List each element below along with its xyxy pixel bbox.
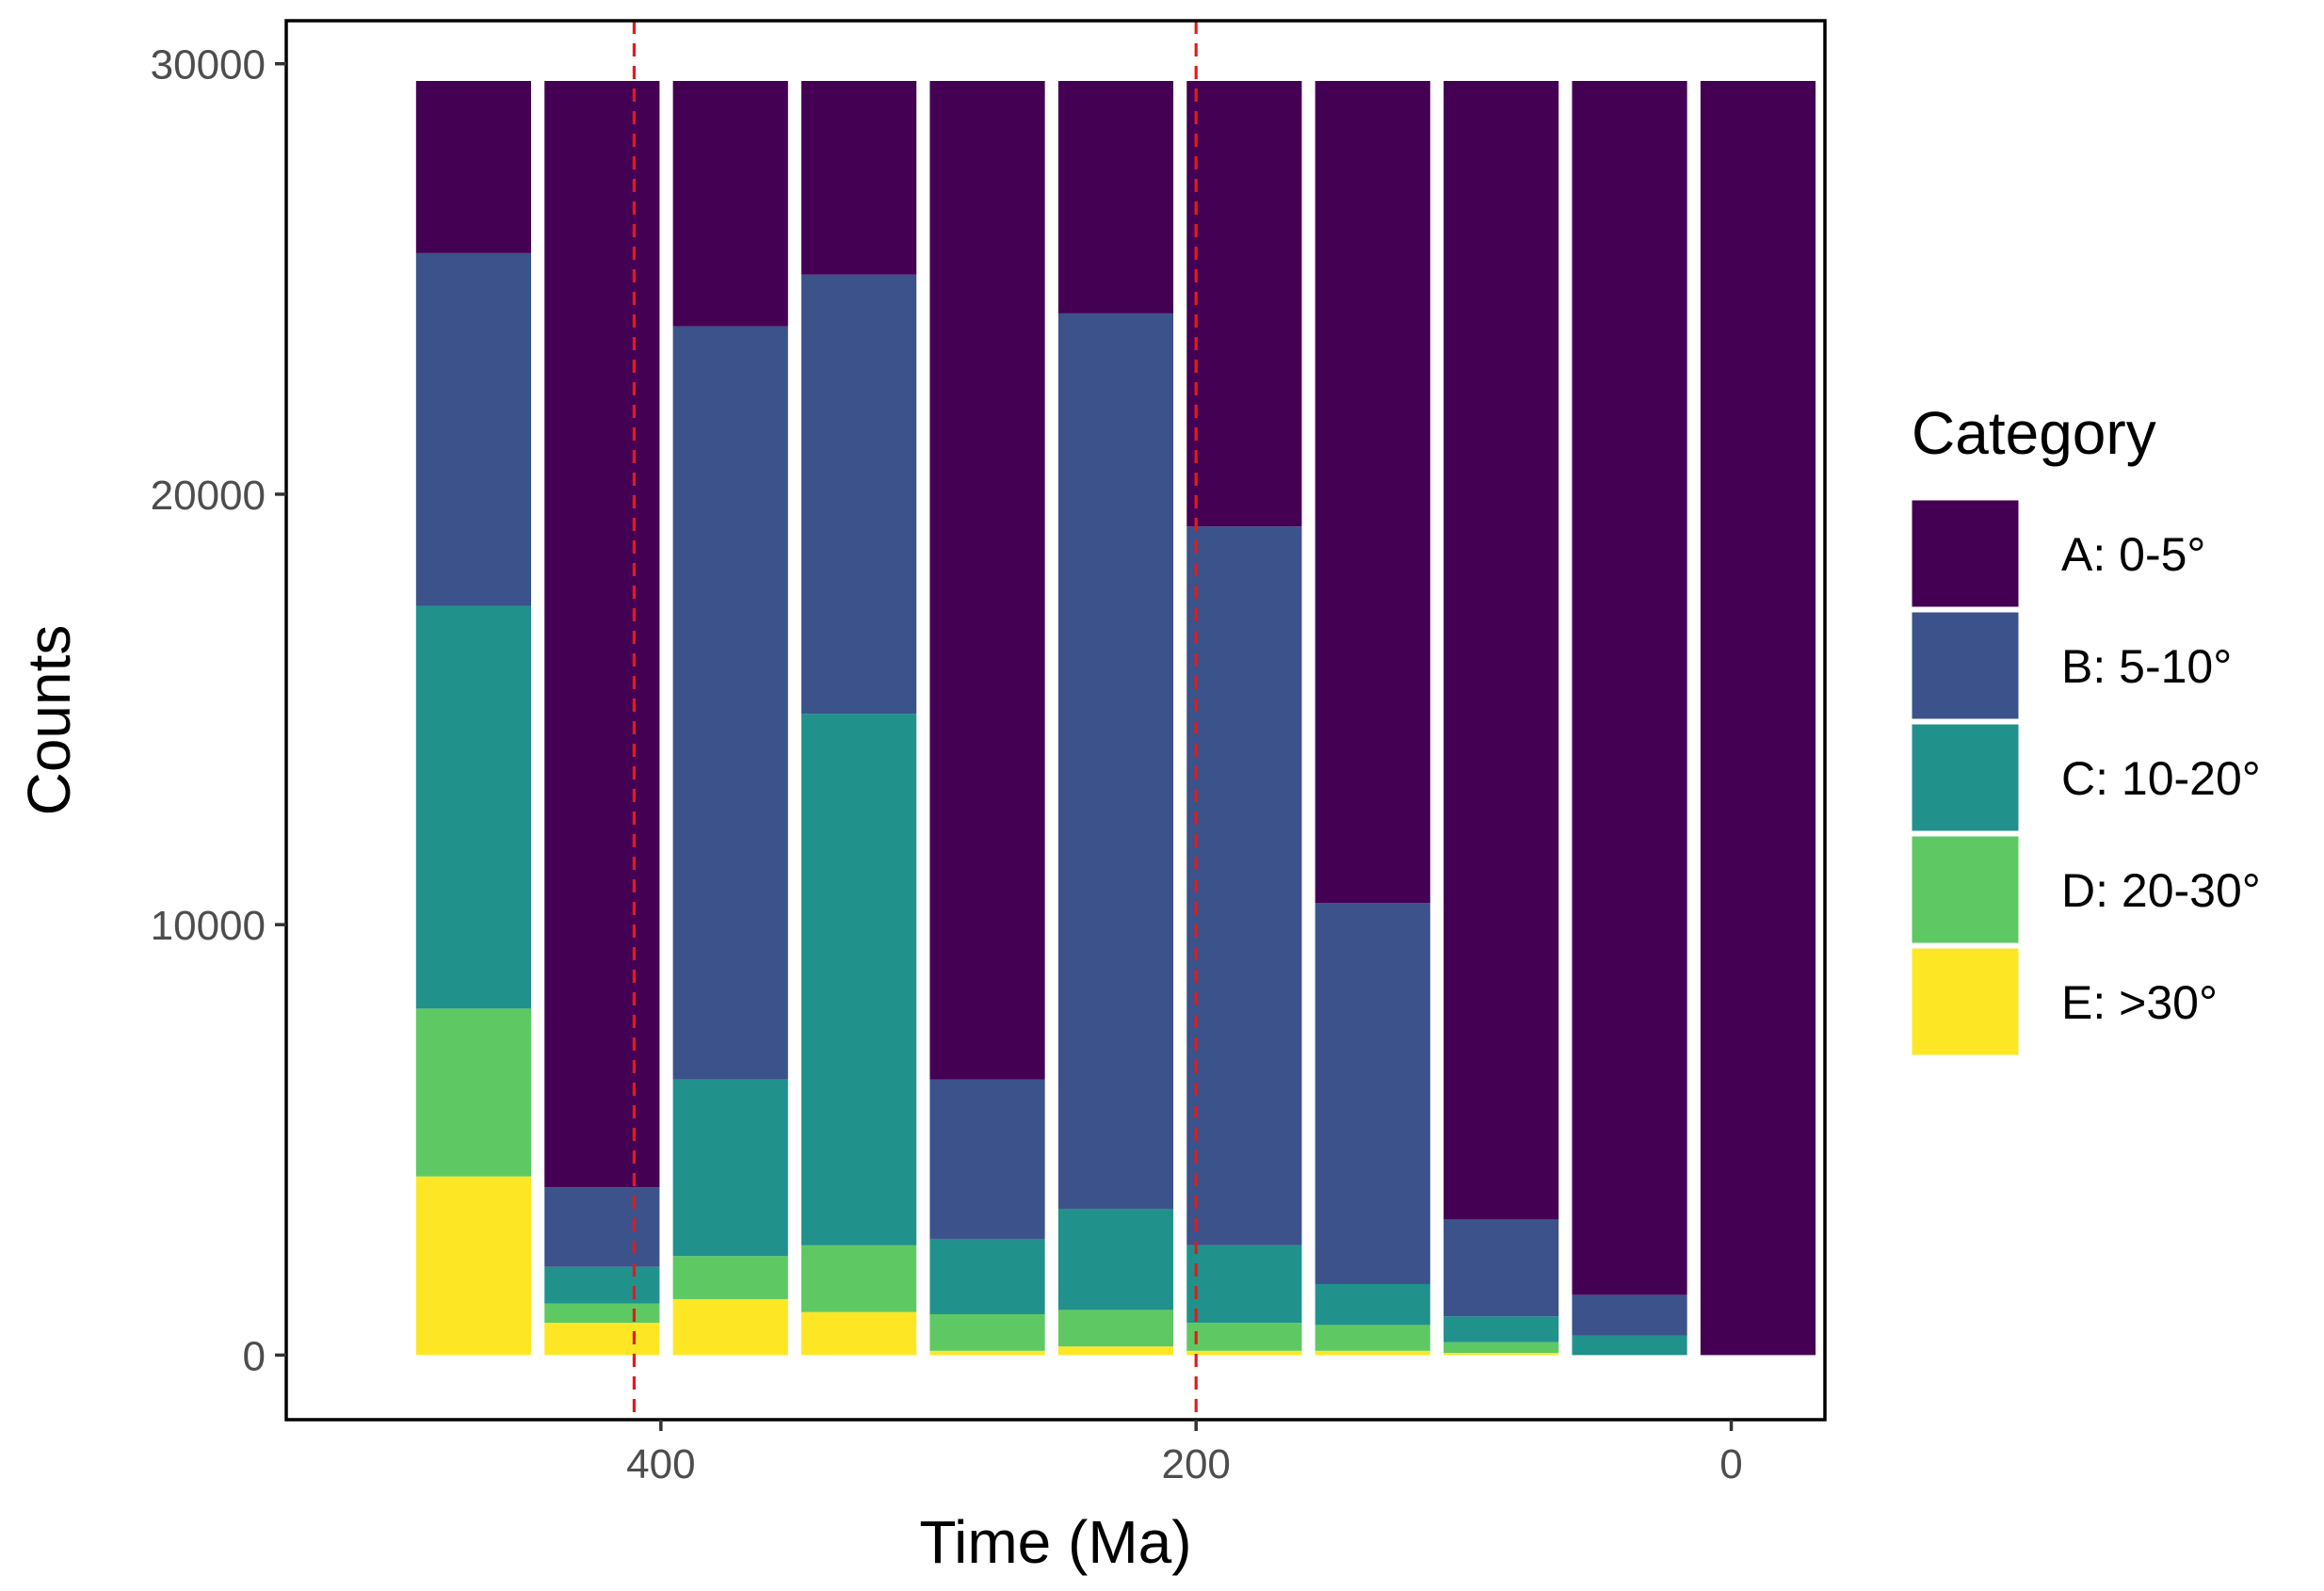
bar-segment xyxy=(1186,1350,1302,1356)
bar-segment xyxy=(672,1256,788,1299)
legend: Category A: 0-5° B: 5-10° C: 10-20° D: 20-30… xyxy=(1909,399,2261,1058)
bar-segment xyxy=(415,252,532,606)
bar-segment xyxy=(1057,1346,1174,1356)
bar-segment xyxy=(1444,1316,1559,1342)
y-tick-label: 30000 xyxy=(151,42,266,88)
bar-segment xyxy=(544,1303,660,1324)
legend-label: D: 20-30° xyxy=(2061,864,2261,917)
bar-segment xyxy=(1572,1335,1687,1356)
x-tick-label: 200 xyxy=(1161,1441,1230,1487)
bar-segment xyxy=(1186,1245,1302,1324)
x-tick-label: 0 xyxy=(1719,1441,1742,1487)
bar-segment xyxy=(1186,526,1302,1245)
legend-key xyxy=(1909,609,2022,722)
bar-segment xyxy=(1186,1323,1302,1351)
bar-segment xyxy=(801,1311,917,1356)
legend-key xyxy=(1909,721,2022,834)
bar-segment xyxy=(929,1238,1045,1314)
bar-segment xyxy=(929,1350,1045,1356)
y-axis-title: Counts xyxy=(15,625,83,816)
legend-label: C: 10-20° xyxy=(2061,752,2261,805)
y-tick-label: 0 xyxy=(243,1333,266,1379)
bar-segment xyxy=(544,1323,660,1356)
legend-key xyxy=(1909,945,2022,1058)
y-tick-label: 20000 xyxy=(151,473,266,519)
bar-segment xyxy=(1444,1342,1559,1354)
bar-segment xyxy=(929,81,1045,1080)
bar-segment xyxy=(801,1245,917,1312)
bar-segment xyxy=(415,1008,532,1177)
bar-segment xyxy=(672,1079,788,1257)
y-tick-label: 10000 xyxy=(151,903,266,949)
legend-label: B: 5-10° xyxy=(2061,640,2232,693)
x-axis-title: Time (Ma) xyxy=(919,1508,1191,1576)
bar-segment xyxy=(1315,1325,1430,1351)
bar-segment xyxy=(415,605,532,1009)
bar-segment xyxy=(544,1266,660,1304)
bar-segment xyxy=(1315,1350,1430,1356)
axes: 0 10000 20000 30000 400 200 0 Time (Ma) Counts xyxy=(15,19,1827,1576)
bar-segment xyxy=(1444,1219,1559,1317)
bar-segment xyxy=(1572,1294,1687,1336)
legend-label: A: 0-5° xyxy=(2061,528,2205,581)
legend-label: E: >30° xyxy=(2061,976,2218,1029)
bar-segment xyxy=(1057,1208,1174,1310)
panel-border xyxy=(284,19,1827,1422)
bar-segment xyxy=(1057,81,1174,313)
bar-segment xyxy=(672,326,788,1080)
bar-segment xyxy=(1315,81,1430,904)
bar-segment xyxy=(415,1176,532,1356)
bar-segment xyxy=(672,1298,788,1356)
bar-segment xyxy=(1700,81,1816,1356)
plot-area xyxy=(415,21,1816,1420)
bar-segment xyxy=(929,1313,1045,1351)
bar-segment xyxy=(1444,81,1559,1220)
bar-segment xyxy=(1315,1283,1430,1326)
legend-key xyxy=(1909,497,2022,610)
x-tick-label: 400 xyxy=(626,1441,695,1487)
bar-segment xyxy=(1057,313,1174,1209)
legend-title: Category xyxy=(1912,399,2156,467)
bar-segment xyxy=(415,81,532,253)
bar-segment xyxy=(1315,903,1430,1284)
legend-key xyxy=(1909,833,2022,946)
bar-segment xyxy=(544,81,660,1188)
bar-segment xyxy=(1057,1310,1174,1347)
bar-segment xyxy=(672,81,788,327)
bar-segment xyxy=(1444,1353,1559,1356)
bar-segment xyxy=(1186,81,1302,527)
bar-segment xyxy=(544,1187,660,1267)
bar-segment xyxy=(801,274,917,715)
bar-segment xyxy=(801,81,917,275)
bar-segment xyxy=(929,1079,1045,1239)
bar-segment xyxy=(1572,81,1687,1295)
bar-segment xyxy=(801,714,917,1245)
